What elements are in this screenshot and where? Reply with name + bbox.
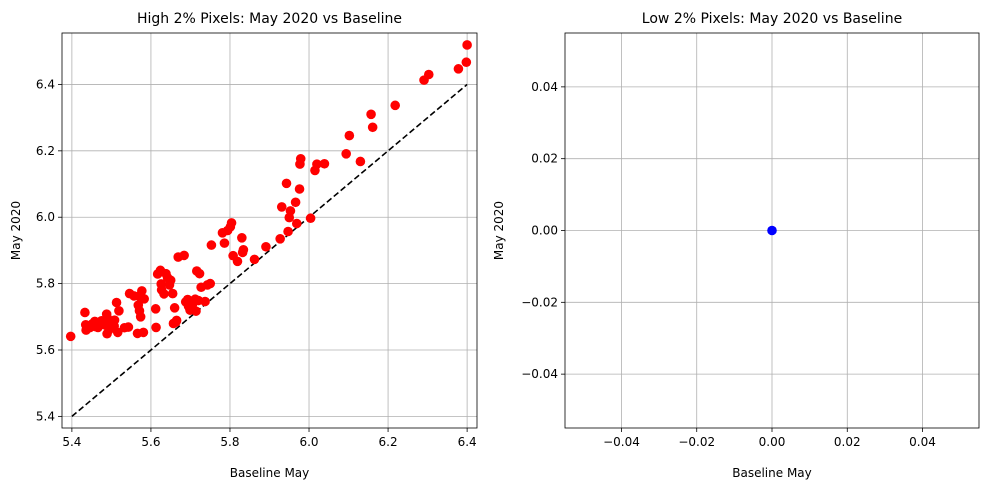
data-point [276, 202, 287, 212]
plot-frame [61, 32, 478, 429]
x-tick-label: 6.0 [299, 435, 318, 449]
x-tick-label: 0.00 [759, 435, 786, 449]
x-axis-label: Baseline May [732, 466, 812, 480]
data-point [137, 286, 147, 296]
data-point [312, 159, 322, 169]
data-point [344, 130, 355, 141]
reference-line [71, 83, 468, 417]
data-point [165, 275, 176, 286]
chart-low-pixels: −0.04 −0.02 0.00 0.02 0.04 −0.04 −0.02 0.00 0.02… [492, 11, 980, 480]
data-point [138, 327, 149, 338]
chart-title: Low 2% Pixels: May 2020 vs Baseline [642, 11, 902, 27]
y-tick-label: 0.04 [531, 80, 558, 94]
chart-title: High 2% Pixels: May 2020 vs Baseline [137, 11, 402, 27]
data-point [305, 213, 316, 224]
data-point [169, 303, 180, 313]
data-point [200, 296, 210, 307]
data-point [275, 233, 285, 244]
x-tick-label: 5.8 [220, 435, 239, 449]
x-tick-label: −0.04 [603, 435, 640, 449]
data-point [453, 64, 464, 74]
data-point [150, 304, 161, 314]
data-point [295, 154, 306, 164]
data-point [194, 268, 205, 279]
data-point [285, 206, 296, 216]
data-point [159, 289, 169, 299]
data-point [461, 57, 472, 68]
x-tick-label: 0.02 [834, 435, 861, 449]
data-point [151, 322, 161, 333]
data-point [179, 250, 189, 261]
data-point [261, 241, 271, 252]
data-point [249, 254, 260, 265]
x-tick-label: 6.4 [458, 435, 477, 449]
y-tick-label: 5.4 [36, 409, 55, 423]
data-point [114, 306, 124, 316]
data-point [123, 322, 134, 332]
data-point [462, 40, 472, 50]
x-tick-label: −0.02 [678, 435, 715, 449]
data-point [366, 109, 376, 120]
data-point [139, 294, 150, 304]
data-point [367, 122, 378, 133]
data-point [283, 226, 293, 237]
data-point [390, 100, 400, 111]
y-tick-label: 6.2 [36, 144, 55, 158]
y-tick-label: −0.02 [521, 295, 558, 309]
data-point [109, 315, 120, 325]
data-point [291, 218, 302, 229]
data-point [226, 218, 237, 228]
x-tick-label: 0.04 [909, 435, 936, 449]
data-point [80, 307, 90, 318]
data-point [206, 240, 217, 250]
data-point [290, 197, 301, 208]
x-tick-label: 5.6 [141, 435, 160, 449]
data-point [355, 156, 366, 167]
y-tick-label: 0.00 [531, 224, 558, 238]
x-tick-label: 5.4 [62, 435, 81, 449]
data-point [171, 315, 182, 326]
data-point [112, 327, 123, 338]
y-tick-label: 6.0 [36, 210, 55, 224]
data-point [319, 158, 330, 169]
y-tick-label: −0.04 [521, 367, 558, 381]
data-point [232, 256, 243, 267]
data-point [65, 331, 76, 342]
data-point [111, 297, 122, 308]
y-axis-label: May 2020 [492, 201, 506, 260]
y-tick-label: 6.4 [36, 77, 55, 91]
data-point [135, 312, 146, 322]
x-axis-label: Baseline May [230, 466, 310, 480]
data-point [238, 244, 249, 255]
data-point [191, 306, 201, 316]
x-tick-label: 6.2 [379, 435, 398, 449]
data-point [167, 288, 178, 299]
y-tick-label: 5.6 [36, 343, 55, 357]
data-point [767, 225, 777, 236]
data-point [205, 278, 216, 289]
data-point [341, 149, 351, 159]
data-point [237, 233, 247, 243]
y-axis-label: May 2020 [9, 201, 23, 260]
data-point [294, 184, 305, 194]
y-tick-label: 0.02 [531, 152, 558, 166]
y-tick-label: 5.8 [36, 277, 55, 291]
data-point [423, 69, 434, 80]
data-point [219, 238, 230, 248]
data-point [281, 178, 292, 189]
chart-high-pixels: 5.4 5.6 5.8 6.0 6.2 6.4 5.4 5.6 5.8 6.0 6.2 6.4 High… [9, 11, 478, 480]
